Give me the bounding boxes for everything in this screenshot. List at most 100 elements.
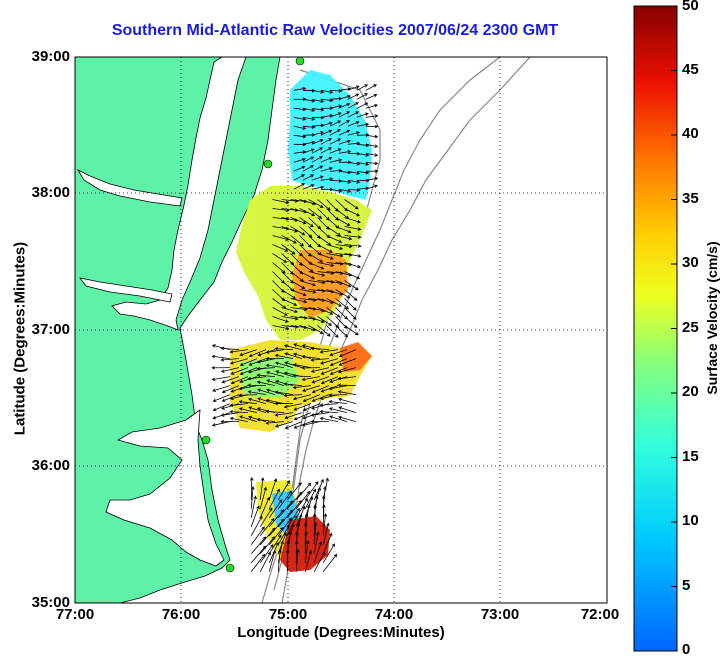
velocity-arrow <box>338 349 357 358</box>
velocity-arrow <box>338 139 351 145</box>
velocity-arrow <box>268 526 284 546</box>
velocity-arrow <box>281 235 297 244</box>
velocity-arrow <box>337 383 356 387</box>
x-tick-label: 73:00 <box>480 606 520 623</box>
velocity-arrow <box>338 94 351 100</box>
station-marker <box>263 159 273 169</box>
velocity-arrow <box>329 158 343 163</box>
velocity-arrow <box>275 370 294 378</box>
velocity-arrow <box>347 93 360 100</box>
velocity-arrow <box>326 235 343 243</box>
colorbar-tick-label: 5 <box>682 577 691 594</box>
velocity-arrow <box>311 376 330 384</box>
velocity-arrow <box>293 157 306 163</box>
velocity-arrow <box>259 527 276 546</box>
velocity-arrow <box>274 353 294 360</box>
velocity-arrow <box>326 298 342 307</box>
velocity-arrow <box>326 289 343 296</box>
velocity-arrow <box>229 416 249 423</box>
velocity-arrow <box>286 500 302 519</box>
velocity-arrow <box>221 376 240 384</box>
velocity-arrow <box>220 419 239 424</box>
velocity-arrow <box>268 488 280 509</box>
velocity-arrow <box>257 397 276 405</box>
velocity-arrow <box>250 526 265 546</box>
velocity-arrow <box>335 325 349 338</box>
velocity-arrow <box>319 403 338 407</box>
velocity-arrow <box>286 482 302 501</box>
colorbar <box>633 5 678 652</box>
velocity-arrow <box>284 352 303 360</box>
velocity-arrow <box>250 505 260 527</box>
velocity-arrow <box>302 394 321 402</box>
y-tick-label: 37:00 <box>31 321 70 338</box>
velocity-arrow <box>303 521 308 545</box>
velocity-arrow <box>304 549 313 572</box>
velocity-arrow <box>304 530 308 554</box>
velocity-arrow <box>347 121 360 127</box>
velocity-arrow <box>256 358 276 364</box>
station-marker <box>201 435 211 445</box>
plot-frame <box>74 56 608 604</box>
velocity-arrow <box>248 397 267 405</box>
velocity-arrow <box>338 179 352 184</box>
velocity-arrow <box>259 544 274 564</box>
pamlico-sound <box>105 409 225 567</box>
velocity-arrow <box>239 349 258 357</box>
velocity-arrow <box>337 376 357 381</box>
velocity-arrow <box>293 412 312 421</box>
velocity-arrows <box>211 84 379 573</box>
velocity-arrow <box>239 415 258 423</box>
velocity-arrow <box>317 316 333 326</box>
velocity-arrow <box>292 394 312 401</box>
velocity-arrow <box>230 376 249 385</box>
velocity-arrow <box>320 376 339 385</box>
velocity-arrow <box>293 174 306 181</box>
velocity-arrow <box>211 366 230 370</box>
velocity-arrow <box>311 89 325 94</box>
velocity-arrow <box>247 376 267 381</box>
velocity-arrow <box>299 262 314 273</box>
velocity-arrow <box>265 363 285 369</box>
map-title: Southern Mid-Atlantic Raw Velocities 200… <box>111 22 559 39</box>
velocity-arrow <box>220 346 239 351</box>
velocity-arrow <box>329 188 343 193</box>
velocity-arrow <box>365 134 379 139</box>
velocity-arrow <box>299 217 314 228</box>
velocity-arrow <box>281 226 298 233</box>
velocity-arrow <box>356 122 370 127</box>
velocity-arrow <box>277 524 290 545</box>
velocity-arrow <box>259 551 271 572</box>
velocity-arrow <box>295 482 312 501</box>
grid-lines <box>75 57 607 603</box>
velocity-arrow <box>283 393 302 398</box>
james-river <box>79 277 173 303</box>
velocity-arrow <box>250 545 267 564</box>
velocity-arrow <box>338 415 357 423</box>
velocity-arrow <box>265 409 284 414</box>
velocity-arrow <box>256 366 275 371</box>
velocity-arrow <box>335 298 349 310</box>
velocity-arrow <box>338 102 351 109</box>
velocity-arrow <box>344 280 359 291</box>
velocity-arrow <box>347 85 360 91</box>
velocity-arrow <box>256 417 276 423</box>
velocity-arrow <box>338 358 357 366</box>
velocity-arrow <box>275 361 294 369</box>
velocity-arrow <box>344 217 361 224</box>
velocity-arrow <box>238 393 257 397</box>
velocity-arrow <box>274 346 293 351</box>
velocity-arrow <box>320 166 333 172</box>
velocity-arrow <box>320 121 333 127</box>
velocity-arrow <box>322 532 333 554</box>
velocity-arrow <box>337 390 357 396</box>
velocity-arrow <box>310 367 330 373</box>
velocity-arrow <box>301 354 321 360</box>
velocity-arrow <box>293 86 307 91</box>
velocity-arrow <box>293 403 312 411</box>
velocity-arrow <box>313 531 320 554</box>
velocity-arrow <box>320 367 339 375</box>
velocity-arrow <box>293 165 306 172</box>
velocity-arrow <box>319 416 339 423</box>
velocity-arrow <box>335 217 351 227</box>
